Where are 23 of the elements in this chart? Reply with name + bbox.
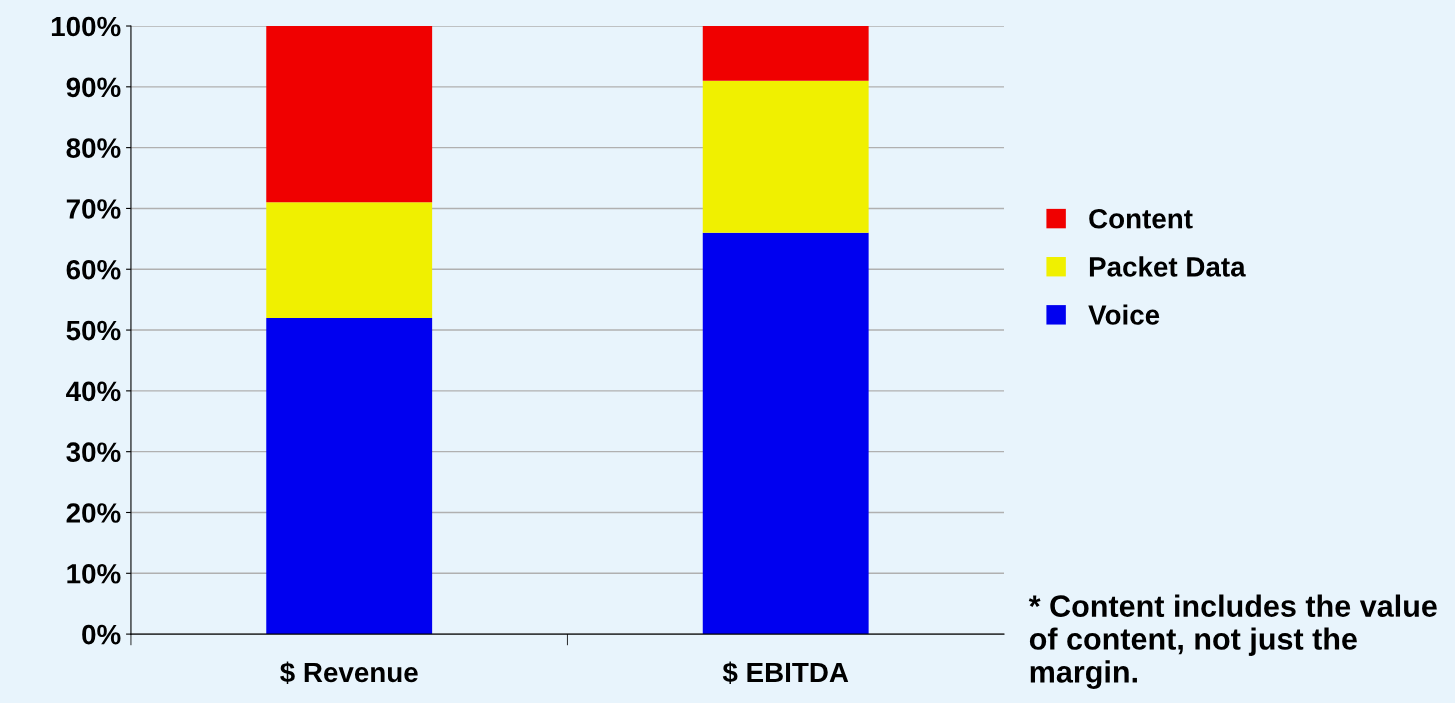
y-tick-label: 10% xyxy=(67,563,121,584)
y-tick-label: 80% xyxy=(66,138,121,158)
bar xyxy=(702,26,869,81)
y-tick-label: 40% xyxy=(66,381,121,402)
x-tick-label: $ Revenue xyxy=(280,661,418,685)
text: * Content includes the value of content, not just the margin. xyxy=(1028,594,1437,689)
bar xyxy=(702,232,869,635)
bar xyxy=(702,80,869,233)
x-tick-label: $ EBITDA xyxy=(722,661,849,685)
bar xyxy=(266,26,433,203)
legend-label: Voice xyxy=(1088,304,1160,325)
y-tick-label: 70% xyxy=(66,199,121,219)
y-tick-label: 90% xyxy=(66,77,121,98)
y-tick-label: 30% xyxy=(66,442,121,463)
bar xyxy=(266,202,433,318)
legend-label: Content xyxy=(1089,208,1193,229)
bar xyxy=(266,317,433,635)
legend-label: Packet Data xyxy=(1089,256,1246,277)
y-tick-label: 60% xyxy=(66,259,121,280)
y-tick-label: 20% xyxy=(66,503,121,523)
y-tick-label: 0% xyxy=(82,624,121,645)
y-tick-label: 100% xyxy=(51,16,121,37)
y-tick-label: 50% xyxy=(66,320,121,341)
